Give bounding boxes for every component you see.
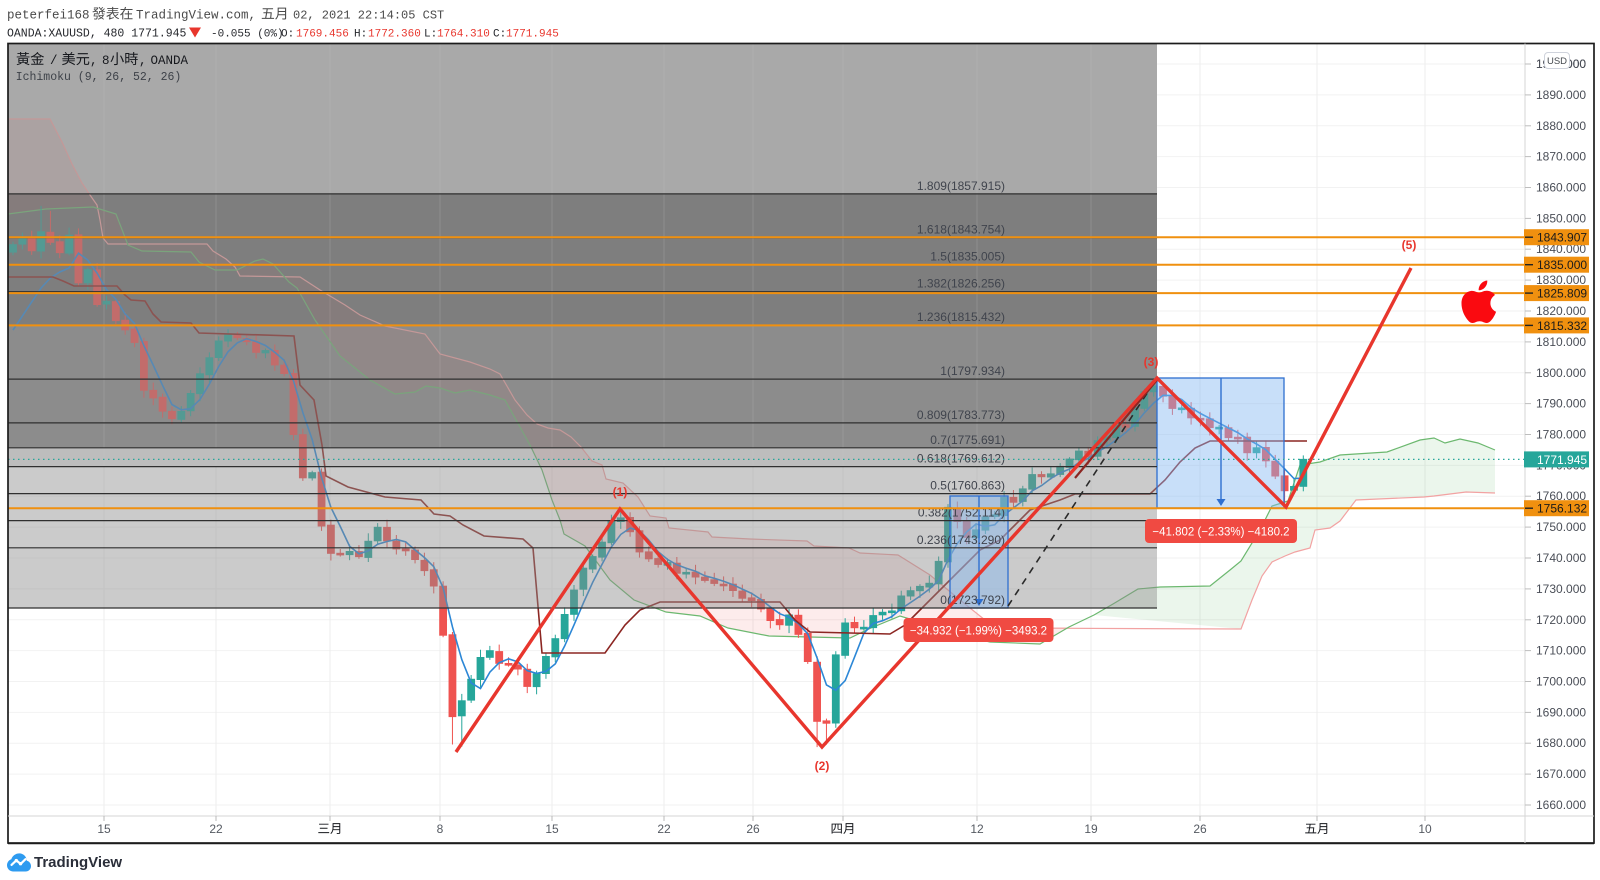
svg-text:1890.000: 1890.000: [1536, 88, 1586, 102]
svg-text:1.809(1857.915): 1.809(1857.915): [917, 179, 1005, 193]
svg-text:,: ,: [90, 54, 98, 68]
svg-text:OANDA: OANDA: [151, 54, 189, 68]
svg-text:1843.907: 1843.907: [1537, 231, 1587, 245]
svg-text:1772.360: 1772.360: [368, 29, 421, 41]
svg-text:0.236(1743.290): 0.236(1743.290): [917, 533, 1005, 547]
svg-text:1710.000: 1710.000: [1536, 644, 1586, 658]
svg-text:12: 12: [970, 822, 984, 836]
svg-text:26: 26: [1193, 822, 1207, 836]
svg-text:1700.000: 1700.000: [1536, 675, 1586, 689]
svg-text:/: /: [50, 54, 58, 68]
svg-text:-0.055 (0%): -0.055 (0%): [211, 29, 284, 41]
svg-text:1740.000: 1740.000: [1536, 551, 1586, 565]
svg-text:15: 15: [97, 822, 111, 836]
svg-text:1771.945: 1771.945: [1537, 453, 1587, 467]
svg-text:0.618(1769.612): 0.618(1769.612): [917, 452, 1005, 466]
svg-text:22: 22: [209, 822, 223, 836]
svg-text:02, 2021 22:14:05 CST: 02, 2021 22:14:05 CST: [293, 9, 444, 23]
svg-text:1800.000: 1800.000: [1536, 366, 1586, 380]
svg-text:1670.000: 1670.000: [1536, 767, 1586, 781]
svg-text:−34.932 (−1.99%) −3493.2: −34.932 (−1.99%) −3493.2: [910, 626, 1047, 638]
svg-text:TradingView: TradingView: [34, 854, 122, 871]
svg-text:1825.809: 1825.809: [1537, 287, 1587, 301]
svg-text:1835.000: 1835.000: [1537, 258, 1587, 272]
svg-text:1756.132: 1756.132: [1537, 502, 1587, 516]
svg-text:1769.456: 1769.456: [296, 29, 349, 41]
svg-text:1660.000: 1660.000: [1536, 798, 1586, 812]
svg-text:1.236(1815.432): 1.236(1815.432): [917, 310, 1005, 324]
svg-text:1.5(1835.005): 1.5(1835.005): [930, 250, 1005, 264]
svg-text:O:: O:: [281, 29, 294, 41]
svg-text:10: 10: [1418, 822, 1432, 836]
svg-text:1860.000: 1860.000: [1536, 181, 1586, 195]
svg-text:(1): (1): [613, 485, 628, 499]
svg-text:1771.945: 1771.945: [506, 29, 559, 41]
svg-text:1750.000: 1750.000: [1536, 520, 1586, 534]
svg-text:1.618(1843.754): 1.618(1843.754): [917, 223, 1005, 237]
svg-text:1790.000: 1790.000: [1536, 397, 1586, 411]
svg-text:0.5(1760.863): 0.5(1760.863): [930, 479, 1005, 493]
svg-text:1810.000: 1810.000: [1536, 335, 1586, 349]
svg-text:19: 19: [1084, 822, 1098, 836]
svg-text:1720.000: 1720.000: [1536, 613, 1586, 627]
svg-text:USD: USD: [1547, 56, 1567, 67]
svg-text:8: 8: [102, 54, 110, 68]
svg-text:0.809(1783.773): 0.809(1783.773): [917, 408, 1005, 422]
svg-text:peterfei168: peterfei168: [7, 9, 90, 23]
svg-text:H:: H:: [354, 29, 367, 41]
svg-text:15: 15: [545, 822, 559, 836]
svg-text:(3): (3): [1144, 355, 1159, 369]
svg-text:1815.332: 1815.332: [1537, 319, 1587, 333]
svg-text:(2): (2): [815, 759, 830, 773]
svg-text:0.7(1775.691): 0.7(1775.691): [930, 433, 1005, 447]
svg-text:1780.000: 1780.000: [1536, 428, 1586, 442]
svg-text:1764.310: 1764.310: [437, 29, 490, 41]
svg-text:26: 26: [746, 822, 760, 836]
svg-text:C:: C:: [493, 29, 506, 41]
svg-text:1.382(1826.256): 1.382(1826.256): [917, 277, 1005, 291]
svg-text:1690.000: 1690.000: [1536, 705, 1586, 719]
svg-text:(5): (5): [1402, 238, 1417, 252]
svg-text:1680.000: 1680.000: [1536, 736, 1586, 750]
svg-text:1870.000: 1870.000: [1536, 150, 1586, 164]
svg-text:1830.000: 1830.000: [1536, 273, 1586, 287]
svg-text:1760.000: 1760.000: [1536, 489, 1586, 503]
svg-text:L:: L:: [424, 29, 437, 41]
svg-text:,: ,: [139, 54, 147, 68]
svg-text:8: 8: [437, 822, 444, 836]
svg-text:−41.802 (−2.33%) −4180.2: −41.802 (−2.33%) −4180.2: [1152, 527, 1289, 539]
svg-text:1820.000: 1820.000: [1536, 304, 1586, 318]
svg-text:1850.000: 1850.000: [1536, 211, 1586, 225]
svg-text:1(1797.934): 1(1797.934): [940, 364, 1005, 378]
svg-text:TradingView.com,: TradingView.com,: [136, 9, 256, 23]
svg-text:Ichimoku (9, 26, 52, 26): Ichimoku (9, 26, 52, 26): [16, 71, 182, 84]
svg-text:1730.000: 1730.000: [1536, 582, 1586, 596]
svg-text:OANDA:XAUUSD, 480 1771.945: OANDA:XAUUSD, 480 1771.945: [7, 28, 187, 41]
svg-text:1880.000: 1880.000: [1536, 119, 1586, 133]
svg-text:1840.000: 1840.000: [1536, 242, 1586, 256]
svg-text:22: 22: [657, 822, 671, 836]
